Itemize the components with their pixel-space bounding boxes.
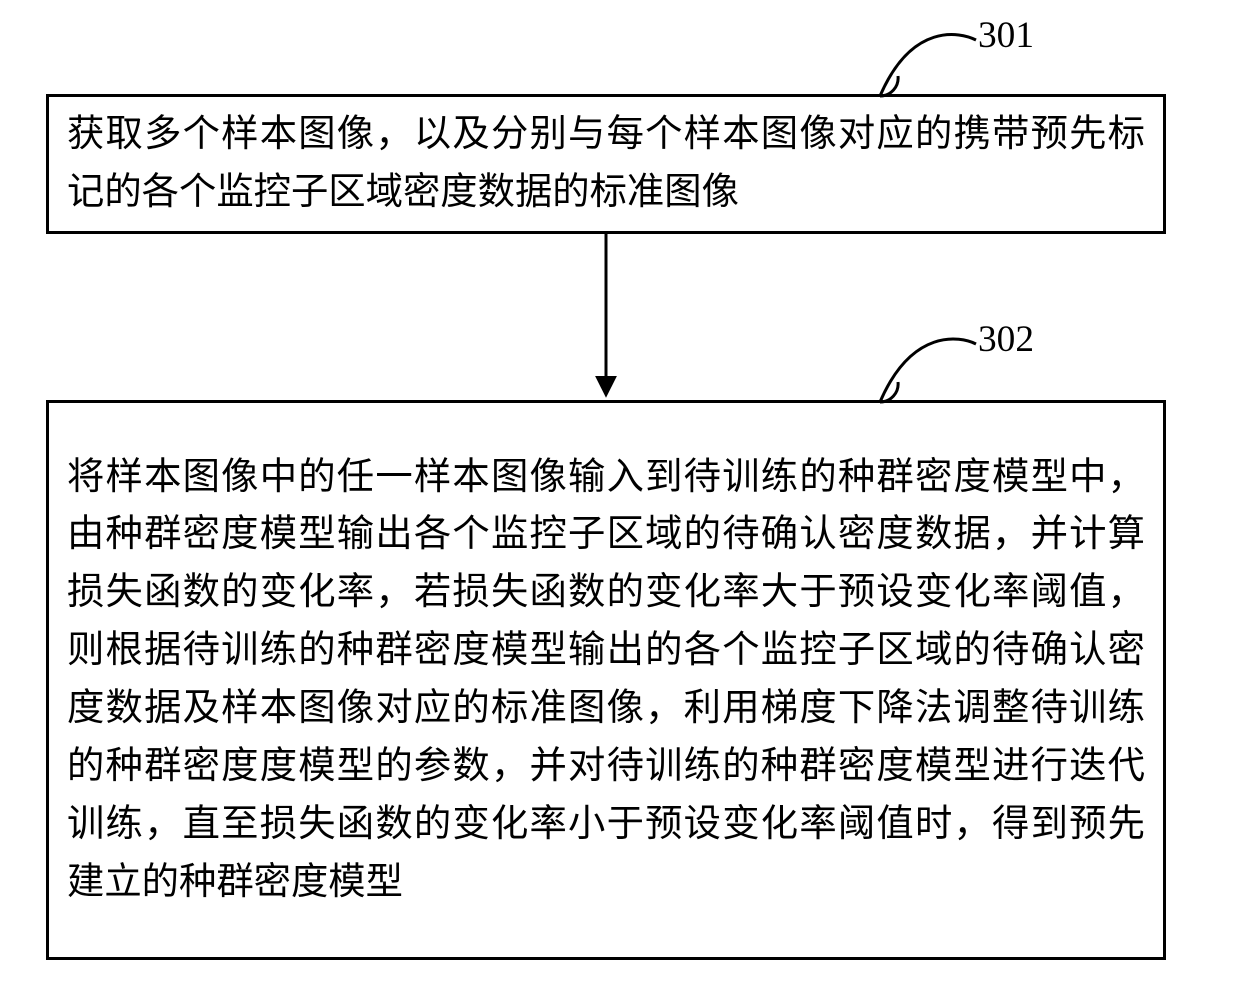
callout-curve-301 [880, 35, 976, 96]
callout-hook-302 [880, 382, 898, 402]
step-label-302: 302 [978, 318, 1034, 361]
flow-step-302-text: 将样本图像中的任一样本图像输入到待训练的种群密度模型中，由种群密度模型输出各个监… [67, 449, 1145, 912]
flowchart-canvas: 获取多个样本图像，以及分别与每个样本图像对应的携带预先标记的各个监控子区域密度数… [0, 0, 1240, 990]
callout-hook-301 [880, 76, 898, 96]
flow-step-301-text: 获取多个样本图像，以及分别与每个样本图像对应的携带预先标记的各个监控子区域密度数… [67, 106, 1145, 222]
callout-curve-302 [880, 339, 976, 402]
step-label-301: 301 [978, 14, 1034, 57]
flow-step-302: 将样本图像中的任一样本图像输入到待训练的种群密度模型中，由种群密度模型输出各个监… [46, 400, 1166, 960]
flow-step-301: 获取多个样本图像，以及分别与每个样本图像对应的携带预先标记的各个监控子区域密度数… [46, 94, 1166, 234]
